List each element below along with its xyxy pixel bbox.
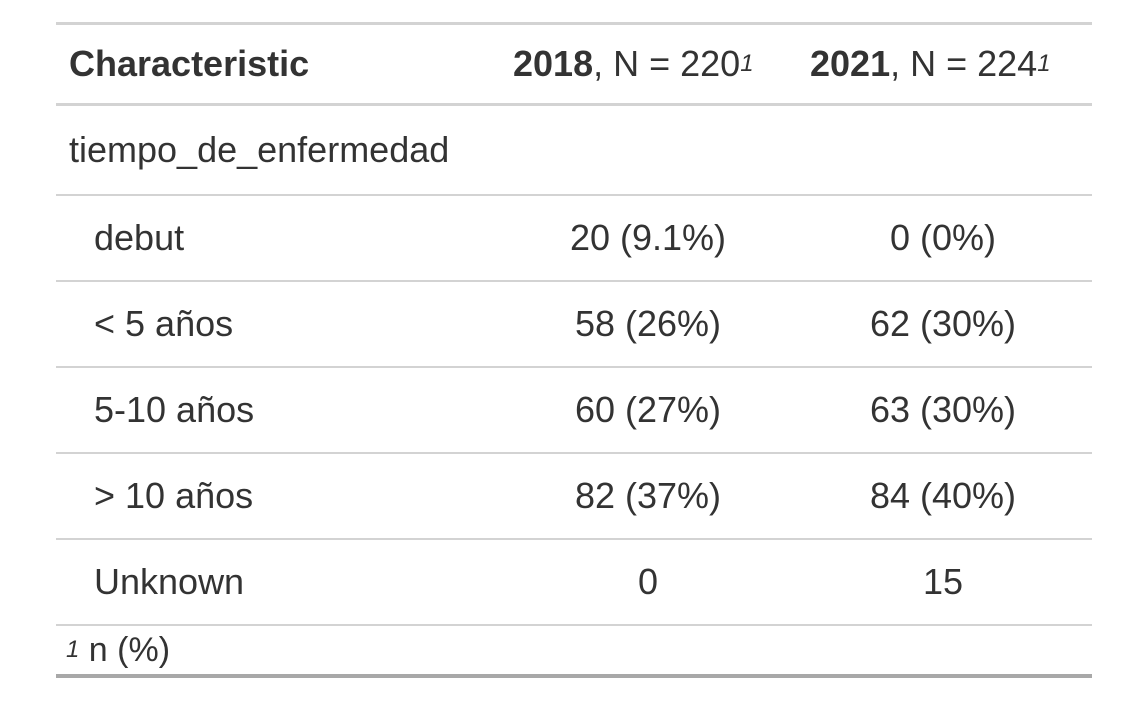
row-label: 5-10 años	[94, 389, 255, 430]
footnote-text: n (%)	[79, 630, 171, 669]
cell-2021: 84 (40%)	[869, 475, 1017, 516]
header-2018: 2018, N = 220 1	[513, 43, 754, 84]
cell-2021: 62 (30%)	[869, 303, 1017, 344]
cell-2021: 63 (30%)	[869, 389, 1017, 430]
cell-2021: 0 (0%)	[889, 217, 997, 258]
header-2021-year: 2021	[810, 43, 891, 84]
table-header-row: Characteristic 2018, N = 220 1 2021, N = …	[56, 25, 1092, 106]
row-label: debut	[94, 217, 185, 258]
row-label: > 10 años	[94, 475, 254, 516]
group-row: tiempo_de_enfermedad	[56, 106, 1092, 196]
cell-2018: 20 (9.1%)	[569, 217, 727, 258]
header-2021: 2021, N = 224 1	[810, 43, 1051, 84]
row-label: < 5 años	[94, 303, 234, 344]
row-label: Unknown	[94, 561, 245, 602]
table-row: Unknown 0 15	[56, 540, 1092, 626]
header-2018-n: , N = 220	[593, 43, 741, 84]
table-row: > 10 años 82 (37%) 84 (40%)	[56, 454, 1092, 540]
cell-2018: 0	[637, 561, 659, 602]
table-row: 5-10 años 60 (27%) 63 (30%)	[56, 368, 1092, 454]
table-row: < 5 años 58 (26%) 62 (30%)	[56, 282, 1092, 368]
cell-2021: 15	[922, 561, 964, 602]
cell-2018: 58 (26%)	[574, 303, 722, 344]
table-top-rule	[56, 22, 1092, 25]
header-characteristic: Characteristic	[69, 43, 310, 84]
group-label: tiempo_de_enfermedad	[69, 129, 450, 170]
header-2021-n: , N = 224	[890, 43, 1038, 84]
cell-2018: 82 (37%)	[574, 475, 722, 516]
summary-table: Characteristic 2018, N = 220 1 2021, N = …	[56, 22, 1092, 678]
cell-2018: 60 (27%)	[574, 389, 722, 430]
table-row: debut 20 (9.1%) 0 (0%)	[56, 196, 1092, 282]
header-2018-year: 2018	[513, 43, 594, 84]
table-footnote: 1 n (%)	[56, 626, 1092, 678]
footnote-content: 1 n (%)	[66, 630, 171, 669]
